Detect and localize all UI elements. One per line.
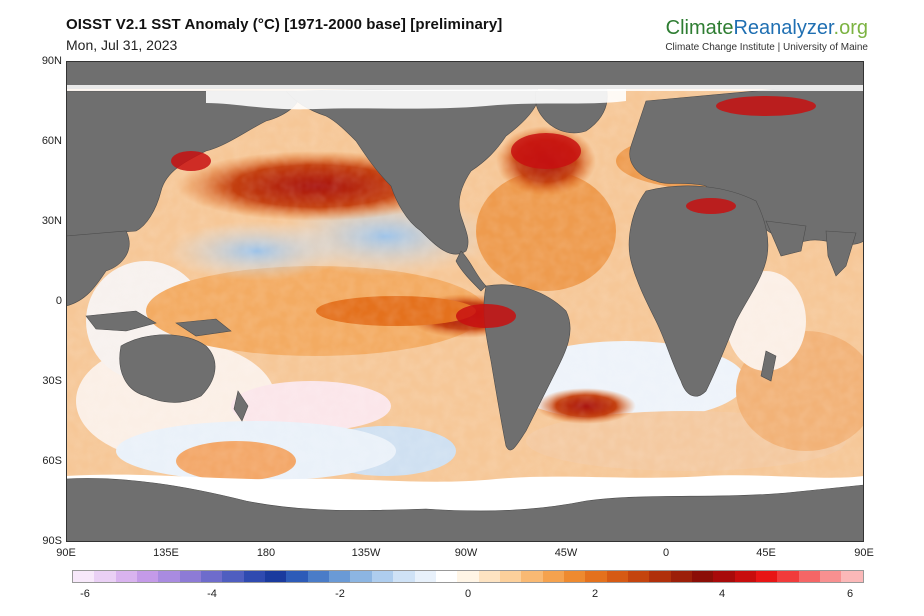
- south-america: [483, 284, 571, 451]
- madagascar: [760, 350, 777, 382]
- new-guinea: [175, 318, 232, 337]
- colorbar-segment: [414, 571, 436, 582]
- brand-name-part2: Reanalyzer: [733, 17, 834, 39]
- lon-label-45e: 45E: [756, 547, 776, 559]
- africa: [628, 185, 769, 397]
- lon-label-90e-left: 90E: [56, 547, 76, 559]
- colorbar-segment: [393, 571, 415, 582]
- lat-label-30n: 30N: [41, 215, 62, 227]
- colorbar-segment: [478, 571, 500, 582]
- colorbar-tick--6: -6: [80, 588, 90, 600]
- colorbar-segment: [756, 571, 778, 582]
- central-america: [455, 250, 487, 292]
- colorbar-segment: [457, 571, 479, 582]
- colorbar-segment: [179, 571, 202, 582]
- marine-heatwave-spots: [171, 96, 816, 328]
- lat-label-90n: 90N: [41, 55, 62, 67]
- colorbar-segment: [499, 571, 522, 582]
- north-america: [285, 85, 539, 255]
- brand-name-part3: .org: [833, 17, 868, 39]
- brand-subtitle: Climate Change Institute | University of…: [665, 42, 868, 53]
- colorbar-segment: [286, 571, 308, 582]
- colorbar-segment: [734, 571, 756, 582]
- colorbar-tick-0: 0: [464, 588, 472, 600]
- sst-anomaly-map[interactable]: [66, 61, 864, 542]
- colorbar-segment: [243, 571, 266, 582]
- colorbar-tick--2: -2: [335, 588, 345, 600]
- colorbar-segment: [137, 571, 159, 582]
- colorbar-segment: [606, 571, 628, 582]
- map-canvas: [66, 61, 864, 542]
- lat-label-60s: 60S: [42, 455, 62, 467]
- arabia: [765, 220, 807, 257]
- antarctica: [66, 478, 864, 542]
- colorbar-segment: [371, 571, 394, 582]
- colorbar-segment: [563, 571, 586, 582]
- colorbar-segment: [222, 571, 244, 582]
- colorbar-segment: [435, 571, 458, 582]
- colorbar-tick--4: -4: [207, 588, 217, 600]
- lon-label-45w: 45W: [554, 547, 578, 559]
- map-frame: [66, 61, 864, 542]
- colorbar-segment: [521, 571, 543, 582]
- colorbar-segment: [73, 571, 95, 582]
- colorbar-segment: [691, 571, 714, 582]
- colorbar-segment: [350, 571, 372, 582]
- colorbar-tick-4: 4: [718, 588, 726, 600]
- colorbar-segment: [115, 571, 138, 582]
- southeast-asia: [66, 230, 130, 307]
- lon-label-0: 0: [662, 547, 670, 559]
- colorbar-segment: [820, 571, 842, 582]
- lat-label-30s: 30S: [42, 375, 62, 387]
- north-ice-strip: [66, 85, 864, 91]
- colorbar-segment: [713, 571, 735, 582]
- colorbar-segment: [777, 571, 799, 582]
- colorbar-segment: [670, 571, 692, 582]
- colorbar-segment: [265, 571, 287, 582]
- colorbar-segment: [841, 571, 863, 582]
- new-zealand: [233, 390, 249, 422]
- colorbar-segment: [627, 571, 650, 582]
- colorbar-tick-2: 2: [591, 588, 599, 600]
- brand-logo[interactable]: ClimateReanalyzer.org Climate Change Ins…: [665, 16, 868, 53]
- lon-label-135e: 135E: [153, 547, 179, 559]
- arctic-sea-ice: [206, 89, 626, 110]
- lat-label-60n: 60N: [41, 135, 62, 147]
- colorbar-segment: [585, 571, 607, 582]
- colorbar-segment: [201, 571, 223, 582]
- india: [825, 230, 857, 277]
- map-title: OISST V2.1 SST Anomaly (°C) [1971-2000 b…: [66, 16, 503, 33]
- lon-label-180: 180: [256, 547, 276, 559]
- colorbar-segment: [307, 571, 330, 582]
- brand-name-part1: Climate: [665, 17, 734, 39]
- colorbar-segment: [542, 571, 564, 582]
- lon-label-90e-right: 90E: [854, 547, 874, 559]
- lon-label-135w: 135W: [351, 547, 381, 559]
- lat-label-90s: 90S: [42, 535, 62, 547]
- colorbar-segment: [94, 571, 116, 582]
- colorbar-segment: [798, 571, 821, 582]
- lat-label-0: 0: [55, 295, 62, 307]
- lon-label-90w: 90W: [454, 547, 478, 559]
- colorbar-segment: [329, 571, 351, 582]
- colorbar-tick-6: 6: [846, 588, 854, 600]
- map-date: Mon, Jul 31, 2023: [66, 37, 178, 53]
- indonesia: [85, 310, 157, 332]
- colorbar-segment: [649, 571, 671, 582]
- colorbar-segment: [158, 571, 180, 582]
- colorbar: [72, 570, 864, 583]
- north-edge: [66, 61, 864, 89]
- australia: [119, 334, 216, 403]
- brand-name: ClimateReanalyzer.org: [665, 16, 868, 40]
